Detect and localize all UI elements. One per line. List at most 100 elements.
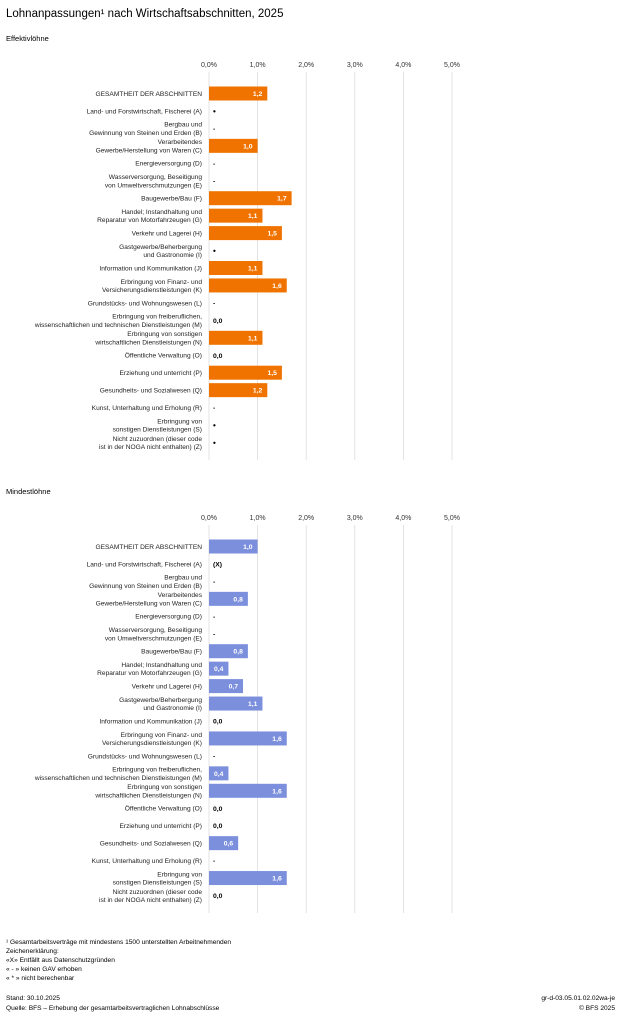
category-label: Bergbau und Gewinnung von Steinen und Erd… (89, 575, 202, 590)
category-label: Kunst, Unterhaltung und Erholung (R) (92, 405, 202, 412)
data-label: 0,0 (213, 893, 223, 900)
category-label: Handel; Instandhaltung und Reparatur von … (97, 209, 202, 224)
data-label: - (213, 126, 215, 133)
x-tick-label: 0,0% (201, 62, 217, 69)
data-label: 0,6 (224, 841, 234, 848)
bar (209, 644, 248, 659)
data-label: 1,6 (272, 283, 282, 290)
category-label: Gesundheits- und Sozialwesen (Q) (100, 841, 202, 848)
data-label: • (213, 439, 216, 448)
bar (209, 836, 239, 851)
category-label: Öffentliche Verwaltung (O) (125, 352, 202, 360)
data-label: 0,8 (233, 596, 243, 603)
category-label: Baugewerbe/Bau (F) (141, 196, 202, 203)
x-tick-label: 2,0% (298, 515, 314, 522)
bar (209, 365, 282, 380)
category-label: Wasserversorgung, Beseitigung von Umweltv… (105, 627, 202, 642)
bar (209, 208, 263, 223)
category-label: Energieversorgung (D) (135, 614, 202, 621)
data-label: 0,0 (213, 318, 223, 325)
data-label: • (213, 421, 216, 430)
bar (209, 539, 258, 554)
footer-code: gr-d-03.05.01.02.02wa-je © BFS 2025 (541, 994, 615, 1014)
data-label: 0,0 (213, 719, 223, 726)
footnote: « * » nicht berechenbar (6, 975, 75, 982)
bar (209, 191, 292, 206)
x-tick-label: 5,0% (444, 515, 460, 522)
bar (209, 86, 268, 101)
data-label: 1,6 (272, 876, 282, 883)
data-label: - (213, 631, 215, 638)
data-label: - (213, 300, 215, 307)
data-label: - (213, 614, 215, 621)
category-label: Handel; Instandhaltung und Reparatur von … (97, 662, 202, 677)
category-label: GESAMTHEIT DER ABSCHNITTEN (96, 544, 203, 551)
category-label: Nicht zuzuordnen (dieser code ist in der … (99, 436, 202, 451)
category-label: Gastgewerbe/Beherbergung und Gastronomie … (119, 244, 202, 259)
category-label: Bergbau und Gewinnung von Steinen und Erd… (89, 122, 202, 137)
category-label: GESAMTHEIT DER ABSCHNITTEN (96, 91, 203, 98)
bar (209, 330, 263, 345)
data-label: 1,5 (267, 231, 277, 238)
data-label: 0,0 (213, 353, 223, 360)
chart-effektivloehne: 0,0% 1,0% 2,0% 3,0% 4,0% 5,0% GESAMTHEIT DER A… (34, 62, 460, 460)
category-label: Grundstücks- und Wohnungswesen (L) (88, 300, 202, 307)
category-label: Erbringung von freiberuflichen, wissensch… (34, 314, 202, 329)
graphic-code: gr-d-03.05.01.02.02wa-je (541, 995, 615, 1002)
x-tick-label: 5,0% (444, 62, 460, 69)
data-label: 1,0 (243, 544, 253, 551)
bar (209, 278, 287, 293)
data-label: 0,0 (213, 823, 223, 830)
category-label: Erbringung von sonstigen wirtschaftlichen… (94, 784, 202, 799)
copyright: © BFS 2025 (578, 1005, 615, 1012)
data-label: 0,7 (229, 684, 239, 691)
category-label: Erbringung von freiberuflichen, wissensch… (34, 767, 202, 782)
data-label: 1,1 (248, 266, 258, 273)
category-label: Erbringung von sonstigen Dienstleistungen… (113, 418, 203, 433)
x-tick-label: 3,0% (347, 515, 363, 522)
bar (209, 261, 263, 275)
x-tick-label: 3,0% (347, 62, 363, 69)
bar (209, 871, 287, 886)
data-label: - (213, 405, 215, 412)
category-label: Gastgewerbe/Beherbergung und Gastronomie … (119, 697, 202, 712)
category-label: Land- und Forstwirtschaft, Fischerei (A) (87, 108, 202, 115)
data-label: 0,8 (233, 649, 243, 656)
data-label: 0,4 (214, 666, 224, 673)
data-label: - (213, 178, 215, 185)
stand-date: Stand: 30.10.2025 (6, 995, 60, 1002)
data-label: • (213, 247, 216, 256)
data-label: 1,7 (277, 196, 287, 203)
footnote: «X» Entfällt aus Datenschutzgründen (6, 957, 115, 964)
category-label: Erbringung von sonstigen wirtschaftlichen… (94, 331, 202, 346)
x-tick-label: 1,0% (250, 515, 266, 522)
category-label: Energieversorgung (D) (135, 161, 202, 168)
x-tick-label: 0,0% (201, 515, 217, 522)
data-label: (X) (213, 561, 222, 568)
data-label: - (213, 753, 215, 760)
category-label: Verkehr und Lagerei (H) (132, 231, 202, 238)
data-label: 1,0 (243, 143, 253, 150)
category-label: Land- und Forstwirtschaft, Fischerei (A) (87, 561, 202, 568)
x-tick-label: 1,0% (250, 62, 266, 69)
data-label: 0,0 (213, 806, 223, 813)
data-label: 0,4 (214, 771, 224, 778)
data-label: 1,5 (267, 370, 277, 377)
category-label: Erbringung von Finanz- und Versicherungsd… (102, 279, 202, 294)
x-tick-label: 4,0% (395, 62, 411, 69)
category-label: Gesundheits- und Sozialwesen (Q) (100, 388, 202, 395)
category-label: Wasserversorgung, Beseitigung von Umweltv… (105, 174, 202, 189)
category-label: Erbringung von sonstigen Dienstleistungen… (113, 871, 203, 886)
x-tick-label: 4,0% (395, 515, 411, 522)
data-label: - (213, 858, 215, 865)
bar (209, 731, 287, 746)
category-label: Information und Kommunikation (J) (99, 718, 202, 725)
data-label: - (213, 579, 215, 586)
bar (209, 766, 229, 781)
category-label: Baugewerbe/Bau (F) (141, 649, 202, 656)
source-text: Quelle: BFS – Erhebung der gesamtarbeits… (6, 1005, 220, 1012)
chart-mindestloehne: 0,0% 1,0% 2,0% 3,0% 4,0% 5,0% GESAMTHEIT DER A… (34, 515, 460, 913)
data-label: 1,1 (248, 701, 258, 708)
category-label: Information und Kommunikation (J) (99, 265, 202, 272)
bar (209, 696, 263, 711)
